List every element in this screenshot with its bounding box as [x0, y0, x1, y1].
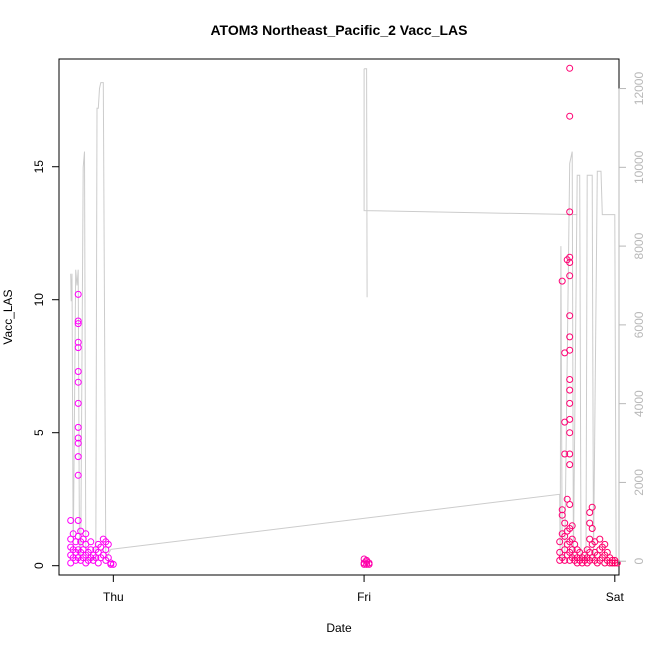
- data-point: [561, 450, 569, 458]
- data-point: [74, 471, 82, 479]
- data-point: [566, 333, 574, 341]
- data-point: [74, 439, 82, 447]
- y-left-tick-label: 10: [32, 293, 46, 307]
- data-point: [104, 540, 112, 548]
- y-left-tick-label: 5: [32, 429, 46, 436]
- x-tick-label: Fri: [357, 590, 371, 604]
- x-tick-label: Thu: [103, 590, 124, 604]
- y-left-tick-label: 15: [32, 160, 46, 174]
- data-point: [74, 320, 82, 328]
- data-point: [74, 338, 82, 346]
- data-point: [588, 525, 596, 532]
- data-point: [566, 376, 574, 383]
- data-point: [74, 290, 82, 298]
- y-axis-label: Vacc_LAS: [1, 289, 15, 344]
- data-point: [566, 259, 574, 266]
- y-right-tick-label: 6000: [632, 311, 646, 338]
- data-point: [82, 530, 90, 538]
- series-line-segment: [363, 68, 578, 216]
- points-layer: [67, 64, 621, 568]
- y-right-tick-label: 10000: [632, 150, 646, 184]
- data-point: [74, 344, 82, 352]
- series-line-segment: [70, 82, 112, 560]
- data-point: [566, 429, 574, 437]
- data-point: [558, 277, 566, 285]
- data-point: [365, 560, 373, 568]
- data-point: [566, 208, 574, 216]
- data-point: [74, 423, 82, 431]
- data-point: [74, 317, 82, 325]
- data-point: [601, 540, 609, 548]
- data-point: [558, 506, 566, 514]
- data-point: [566, 346, 574, 354]
- data-point: [74, 378, 82, 386]
- y-right-tick-label: 0: [632, 558, 646, 565]
- y-right-tick-label: 2000: [632, 469, 646, 496]
- y-left-tick-label: 0: [32, 562, 46, 569]
- data-point: [566, 461, 574, 469]
- data-point: [566, 312, 574, 320]
- x-axis-label: Date: [326, 621, 352, 635]
- y-right-tick-label: 12000: [632, 72, 646, 106]
- data-point: [566, 64, 574, 72]
- data-point: [566, 253, 574, 261]
- data-point: [109, 560, 117, 568]
- data-point: [566, 112, 574, 120]
- data-point: [588, 503, 596, 511]
- data-point: [363, 560, 371, 568]
- data-point: [558, 511, 566, 519]
- series-line-segment: [364, 68, 368, 298]
- data-point: [67, 517, 75, 524]
- data-point: [74, 517, 82, 524]
- data-point: [74, 453, 82, 461]
- data-point: [561, 519, 569, 527]
- data-point: [566, 415, 574, 423]
- data-point: [556, 538, 564, 546]
- data-point: [568, 522, 576, 530]
- data-point: [566, 386, 574, 394]
- data-point: [566, 272, 574, 280]
- data-point: [74, 399, 82, 407]
- data-point: [566, 450, 574, 458]
- data-point: [107, 560, 115, 568]
- chart-title: ATOM3 Northeast_Pacific_2 Vacc_LAS: [210, 22, 467, 38]
- secondary-line-layer: [70, 68, 617, 560]
- series-line-segment: [110, 151, 617, 560]
- x-axis: Thu Fri Sat: [103, 574, 625, 604]
- data-point: [74, 368, 82, 375]
- x-tick-label: Sat: [606, 590, 625, 604]
- data-point: [566, 501, 574, 508]
- data-point: [611, 559, 619, 567]
- data-point: [566, 399, 574, 407]
- data-point: [74, 434, 82, 442]
- data-point: [596, 535, 604, 543]
- data-point: [87, 538, 95, 546]
- data-point: [613, 559, 621, 567]
- y-right-tick-label: 4000: [632, 390, 646, 417]
- y-right-tick-label: 8000: [632, 232, 646, 259]
- y-axis-right: 0 2000 4000 6000 8000 10000 12000: [618, 72, 646, 565]
- y-axis-left: 0 5 10 15: [32, 160, 60, 569]
